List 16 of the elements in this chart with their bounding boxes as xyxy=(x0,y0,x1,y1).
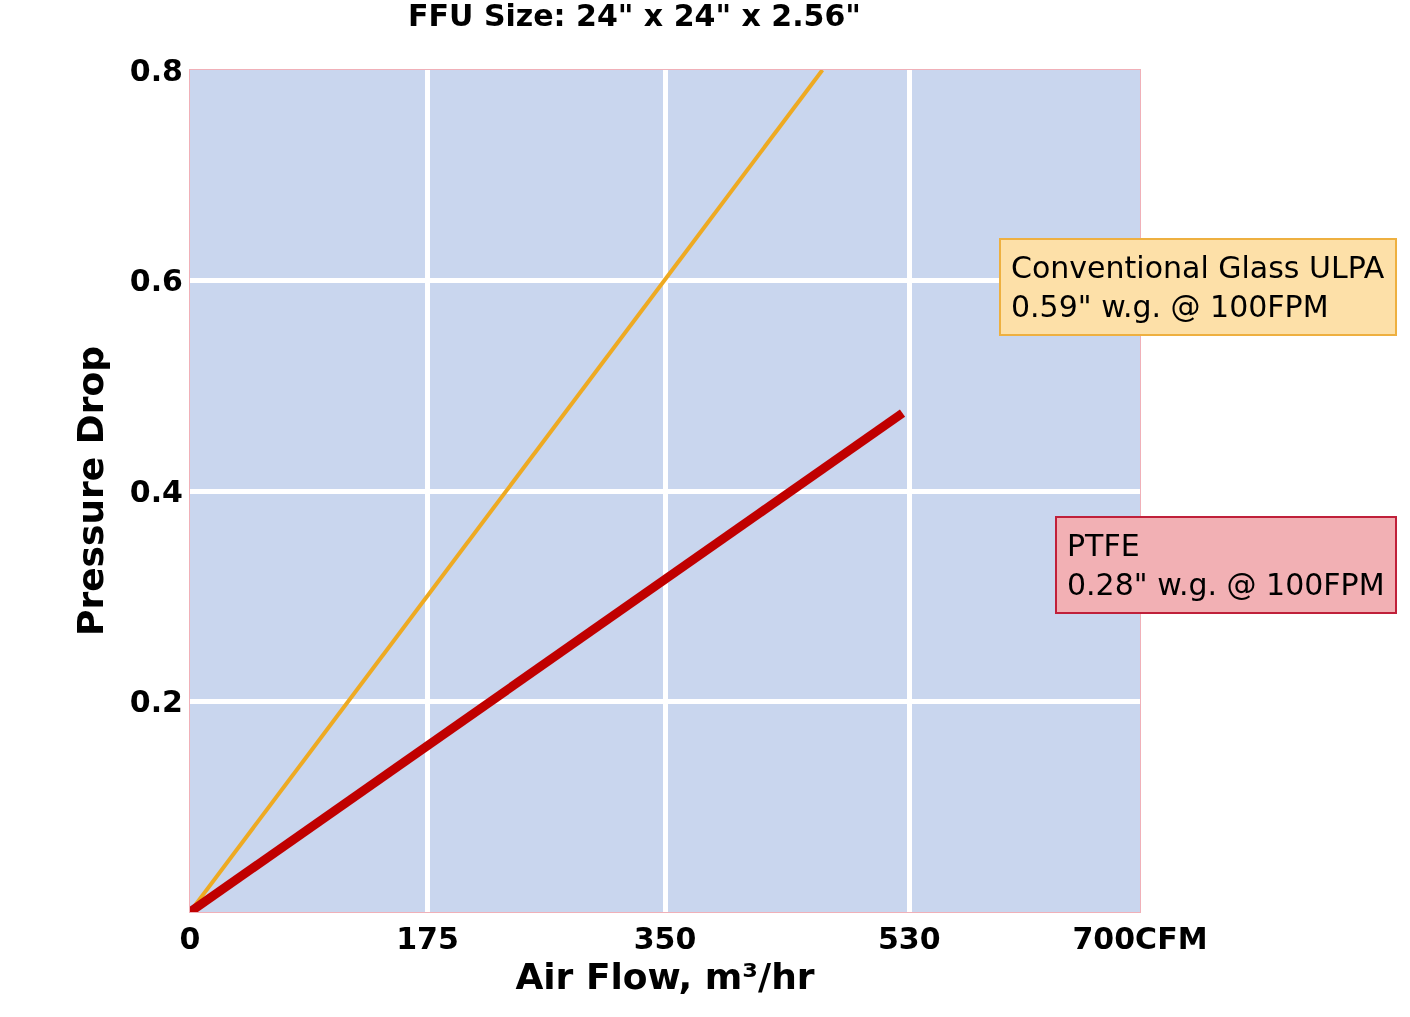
x-axis-title: Air Flow, m³/hr xyxy=(515,956,815,997)
annotation: 0.28" w.g. @ 100FPM xyxy=(1067,567,1385,602)
x-tick-label: 350 xyxy=(633,921,697,956)
text: PTFE xyxy=(1067,528,1140,563)
text: Conventional Glass ULPA xyxy=(1011,250,1385,285)
y-tick-label: 0.8 xyxy=(129,52,183,88)
y-axis-title: Pressure Drop xyxy=(69,346,111,636)
x-tick-label: 530 xyxy=(877,921,941,956)
x-tick-label: 0 xyxy=(179,921,201,956)
y-tick-label: 0.2 xyxy=(129,684,183,719)
x-tick-label: 175 xyxy=(396,921,459,956)
y-tick-label: 0.4 xyxy=(129,473,183,509)
annotation: 0.59" w.g. @ 100FPM xyxy=(1011,289,1329,324)
chart-title: FFU Size: 24" x 24" x 2.56" xyxy=(408,0,861,34)
x-tick-label: 700CFM xyxy=(1072,921,1208,956)
y-tick-label: 0.6 xyxy=(129,263,183,298)
